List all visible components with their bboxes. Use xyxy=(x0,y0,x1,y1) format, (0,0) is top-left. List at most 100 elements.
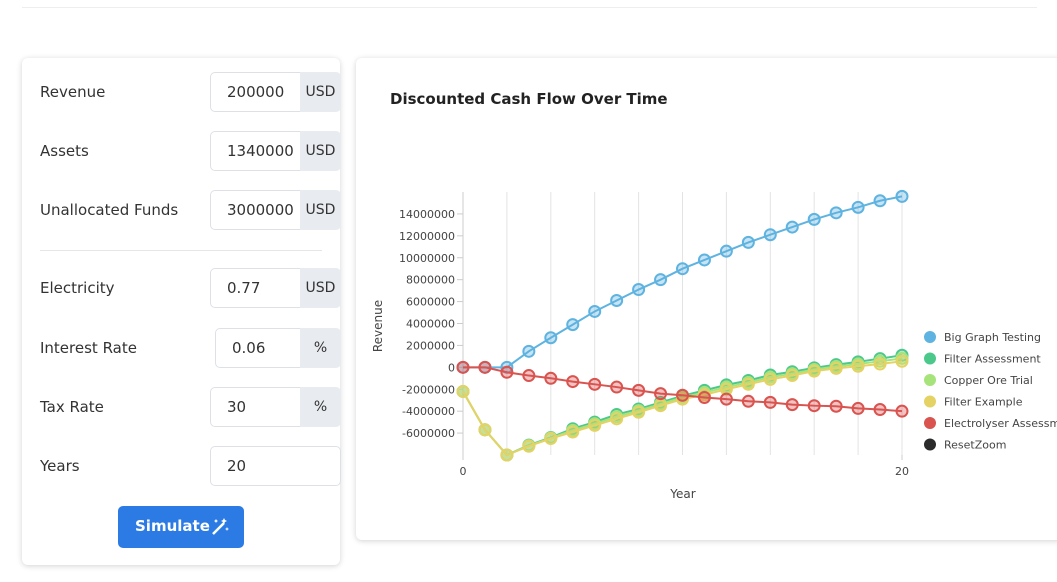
data-point xyxy=(610,293,624,307)
y-tick-label: 0 xyxy=(448,361,455,374)
field-label: Revenue xyxy=(40,83,106,101)
data-point xyxy=(522,439,536,453)
field-row: Electricity 0.77 USD xyxy=(40,268,341,308)
unit-addon: % xyxy=(300,328,341,368)
y-tick-label: -4000000 xyxy=(402,405,455,418)
data-point xyxy=(741,235,755,249)
data-point xyxy=(478,360,492,374)
data-point xyxy=(500,365,514,379)
data-point xyxy=(873,357,887,371)
button-label: Simulate xyxy=(135,517,210,535)
data-point xyxy=(719,382,733,396)
data-point xyxy=(873,194,887,208)
unit-addon: USD xyxy=(300,268,341,308)
data-point xyxy=(566,318,580,332)
field-label: Electricity xyxy=(40,279,115,297)
data-point xyxy=(654,399,668,413)
unit-addon: % xyxy=(300,387,341,427)
field-row: Tax Rate 30% xyxy=(40,387,341,427)
y-tick-label: 2000000 xyxy=(406,339,455,352)
data-point xyxy=(807,212,821,226)
legend-marker xyxy=(924,417,936,429)
legend-label: Big Graph Testing xyxy=(944,331,1041,344)
data-point xyxy=(829,361,843,375)
field-row: Revenue 200000 USD xyxy=(40,72,341,112)
data-point xyxy=(829,399,843,413)
chart-card xyxy=(356,58,1057,540)
data-point xyxy=(873,403,887,417)
data-point xyxy=(610,380,624,394)
legend-label: Electrolyser Assessm xyxy=(944,417,1057,430)
y-tick-label: 8000000 xyxy=(406,274,455,287)
data-point xyxy=(763,372,777,386)
data-point xyxy=(807,399,821,413)
data-point xyxy=(829,206,843,220)
input[interactable]: 20 xyxy=(210,446,341,486)
data-point xyxy=(676,388,689,402)
data-point xyxy=(785,220,799,234)
data-point xyxy=(763,228,777,242)
field-label: Interest Rate xyxy=(40,339,137,357)
legend-label: Copper Ore Trial xyxy=(944,374,1033,387)
series-line xyxy=(462,360,903,457)
y-tick-label: -6000000 xyxy=(402,427,455,440)
y-tick-label: -2000000 xyxy=(402,383,455,396)
data-point xyxy=(851,401,865,415)
y-tick-label: 12000000 xyxy=(399,230,455,243)
data-point xyxy=(456,384,470,398)
x-tick-label: 20 xyxy=(895,465,909,478)
data-point xyxy=(895,189,909,203)
data-point xyxy=(895,354,909,368)
data-point xyxy=(522,344,536,358)
field-label: Years xyxy=(40,457,80,475)
unit-addon: USD xyxy=(300,131,341,171)
chart-title: Discounted Cash Flow Over Time xyxy=(390,90,668,108)
x-tick-label: 0 xyxy=(460,465,467,478)
field-row: Years 20 xyxy=(40,446,341,486)
simulate-button[interactable]: Simulate xyxy=(118,506,244,548)
field-row: Assets 1340000 USD xyxy=(40,131,341,171)
reset-zoom[interactable]: ResetZoom xyxy=(944,439,1006,452)
data-point xyxy=(566,425,580,439)
field-row: Interest Rate 0.06% xyxy=(40,328,341,368)
wand-icon xyxy=(212,518,229,535)
data-point xyxy=(697,390,711,404)
y-axis-label: Revenue xyxy=(371,300,385,352)
data-point xyxy=(588,304,602,318)
legend-marker xyxy=(924,395,936,408)
field-label: Assets xyxy=(40,142,89,160)
data-point xyxy=(588,377,602,391)
x-axis-label: Year xyxy=(669,487,695,501)
y-tick-label: 4000000 xyxy=(406,318,455,331)
data-point xyxy=(544,331,558,345)
data-point xyxy=(610,412,624,426)
data-point xyxy=(676,262,689,276)
data-point xyxy=(588,418,602,432)
top-divider xyxy=(22,7,1037,8)
data-point xyxy=(522,369,536,383)
data-point xyxy=(654,387,668,401)
legend-marker xyxy=(924,331,936,343)
data-point xyxy=(741,394,755,408)
y-tick-label: 6000000 xyxy=(406,296,455,309)
data-point xyxy=(895,404,909,418)
data-point xyxy=(785,398,799,412)
divider xyxy=(40,250,322,251)
data-point xyxy=(719,392,733,406)
unit-addon: USD xyxy=(300,72,341,112)
data-point xyxy=(807,364,821,378)
data-point xyxy=(719,244,733,258)
legend-label: Filter Assessment xyxy=(944,353,1041,366)
data-point xyxy=(851,200,865,214)
legend-marker xyxy=(924,374,936,386)
data-point xyxy=(544,371,558,385)
data-point xyxy=(566,375,580,389)
legend-marker xyxy=(924,352,936,365)
data-point xyxy=(544,432,558,446)
field-label: Tax Rate xyxy=(40,398,104,416)
data-point xyxy=(632,283,646,297)
legend-label: Filter Example xyxy=(944,396,1023,409)
data-point xyxy=(654,273,668,287)
